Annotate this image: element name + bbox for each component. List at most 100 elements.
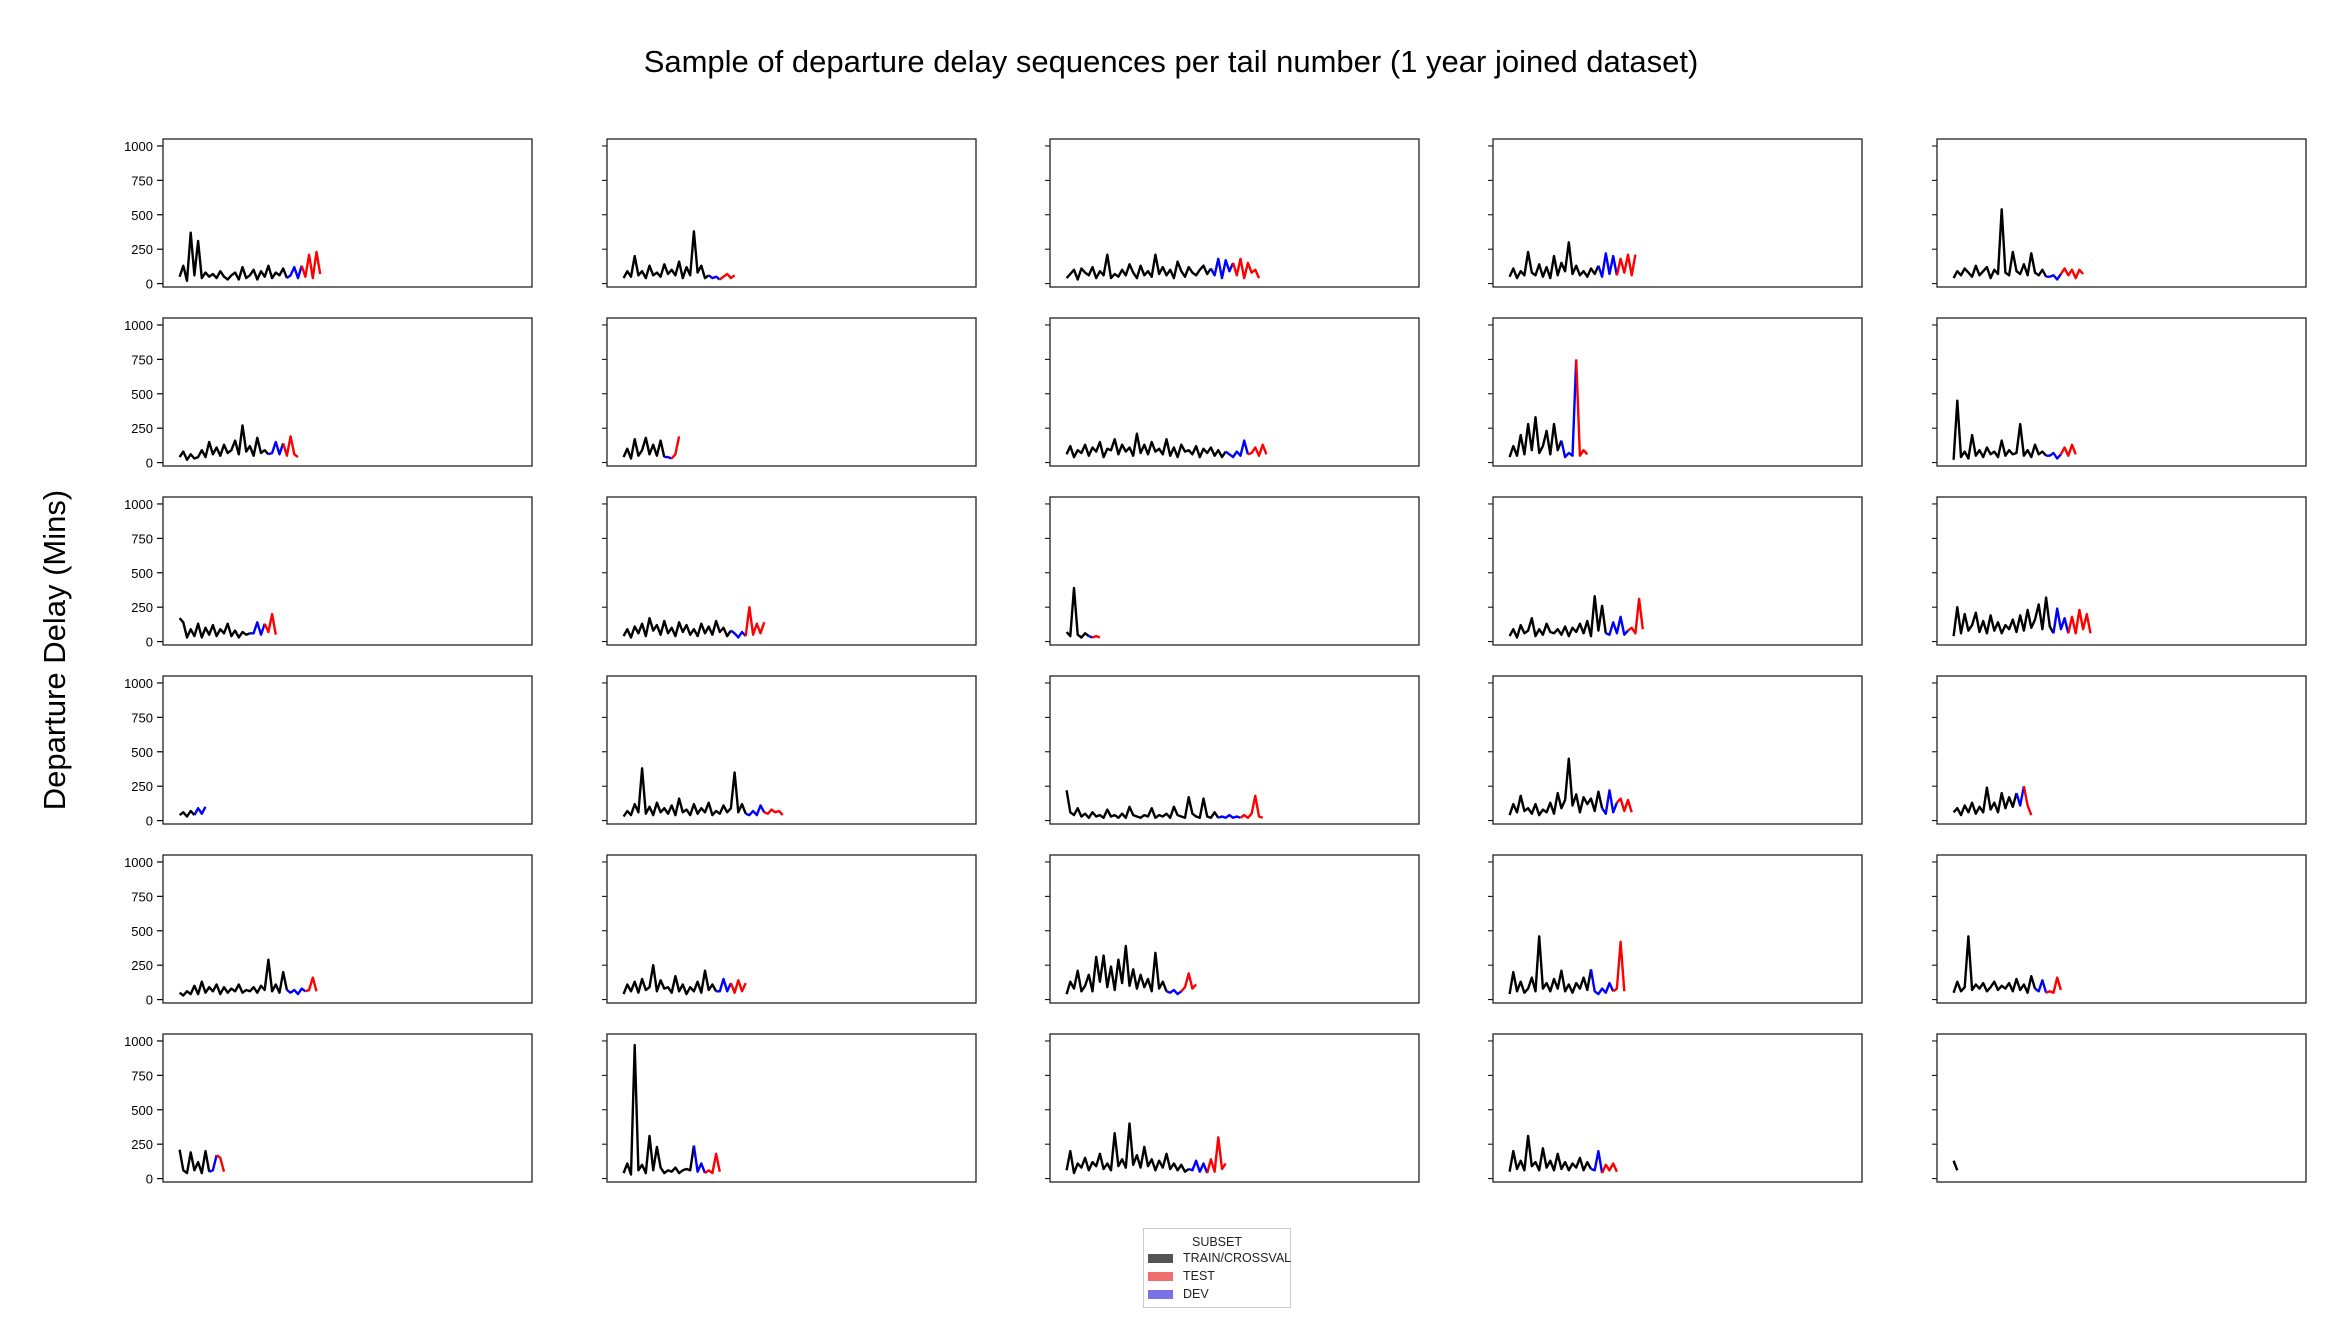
panel <box>1932 317 2307 467</box>
y-tick-label: 0 <box>146 277 153 292</box>
y-tick-label: 750 <box>131 889 153 904</box>
series-line-train <box>1065 253 1212 281</box>
y-tick-label: 250 <box>131 421 153 436</box>
series-line-test <box>1231 257 1261 280</box>
y-tick-label: 1000 <box>124 139 153 154</box>
series-line-test <box>670 436 681 460</box>
y-tick-label: 0 <box>146 456 153 471</box>
series-line-dev <box>664 455 673 460</box>
panel-frame <box>1492 1033 1863 1183</box>
panel: 0 250 500 750 1000 <box>124 854 533 1008</box>
series-line-dev <box>1209 257 1235 280</box>
panel-frame <box>1049 675 1420 825</box>
series-line-train <box>622 964 718 996</box>
panel-frame <box>1049 1033 1420 1183</box>
y-tick-label: 250 <box>131 242 153 257</box>
series-line-test <box>763 808 784 816</box>
panel: 0 250 500 750 1000 <box>124 675 533 829</box>
series-line-test <box>2067 608 2092 635</box>
series-line-train <box>1952 786 2018 817</box>
panel-frame <box>162 317 533 467</box>
series-line-dev <box>1188 1159 1209 1174</box>
series-line-train <box>178 958 289 997</box>
series-line-test <box>719 272 736 281</box>
series-line-train <box>1508 935 1593 995</box>
series-line-dev <box>1088 634 1093 639</box>
panel: 0 250 500 750 1000 <box>124 1033 533 1187</box>
series-line-train <box>1065 1122 1190 1175</box>
panel <box>602 317 977 467</box>
panel-frame <box>1936 1033 2307 1183</box>
series-line-test <box>1627 597 1644 635</box>
panel <box>1488 1033 1863 1183</box>
legend-swatch-dev <box>1148 1289 1173 1299</box>
series-line-test <box>1615 253 1637 277</box>
panel-frame <box>606 317 977 467</box>
series-line-dev <box>745 804 766 817</box>
series-line-test <box>1239 794 1264 819</box>
panel <box>1045 317 1420 467</box>
panel: 0 250 500 750 1000 <box>124 317 533 471</box>
panel-frame <box>162 138 533 288</box>
panel-frame <box>606 854 977 1004</box>
panel <box>602 675 977 825</box>
panel <box>602 496 977 646</box>
series-line-dev <box>2034 979 2048 994</box>
series-line-dev <box>208 1154 218 1173</box>
y-tick-label: 750 <box>131 710 153 725</box>
series-line-train <box>622 1043 696 1176</box>
series-line-dev <box>268 440 285 456</box>
panel <box>1932 138 2307 288</box>
panel <box>1045 138 1420 288</box>
panel <box>1488 317 1863 467</box>
series-line-test <box>2045 976 2063 994</box>
y-tick-label: 500 <box>131 387 153 402</box>
series-line-train <box>1065 432 1227 459</box>
series-line-test <box>2059 443 2077 457</box>
series-line-test <box>215 1154 226 1173</box>
series-line-train <box>1952 1160 1959 1171</box>
series-line-dev <box>1166 988 1183 996</box>
panel-frame <box>1936 138 2307 288</box>
legend-label-test: TEST <box>1183 1269 1215 1283</box>
series-line-test <box>729 979 747 994</box>
legend-swatch-train <box>1148 1253 1173 1263</box>
y-tick-label: 500 <box>131 208 153 223</box>
y-tick-label: 750 <box>131 1068 153 1083</box>
y-tick-label: 0 <box>146 993 153 1008</box>
series-line-test <box>300 250 322 280</box>
series-line-train <box>1508 595 1607 639</box>
series-line-dev <box>1224 439 1250 459</box>
panel-frame <box>1936 317 2307 467</box>
series-line-train <box>622 767 747 818</box>
series-line-dev <box>286 265 303 280</box>
series-line-train <box>178 617 251 639</box>
y-tick-label: 250 <box>131 779 153 794</box>
panel-frame <box>1049 854 1420 1004</box>
chart-title: Sample of departure delay sequences per … <box>643 44 1699 79</box>
series-line-test <box>1601 1162 1618 1174</box>
series-line-dev <box>193 806 207 816</box>
series-line-dev <box>1217 813 1241 819</box>
y-tick-label: 1000 <box>124 676 153 691</box>
series-line-dev <box>1601 789 1619 815</box>
series-line-dev <box>1560 359 1578 459</box>
series-line-dev <box>730 629 747 639</box>
panel <box>1045 854 1420 1004</box>
series-line-test <box>1206 1136 1227 1174</box>
series-line-train <box>622 436 666 460</box>
series-line-dev <box>2052 607 2070 634</box>
y-tick-label: 1000 <box>124 497 153 512</box>
panel-frame <box>1936 854 2307 1004</box>
panel-frame <box>1492 675 1863 825</box>
series-line-train <box>1508 241 1600 280</box>
series-line-train <box>1065 790 1220 819</box>
series-line-train <box>1508 416 1563 458</box>
panel <box>602 138 977 288</box>
series-line-dev <box>249 621 266 636</box>
series-line-dev <box>2046 451 2062 460</box>
series-line-test <box>2022 785 2033 816</box>
panel-frame <box>606 1033 977 1183</box>
panel <box>1932 675 2307 825</box>
panel-frame <box>1492 317 1863 467</box>
